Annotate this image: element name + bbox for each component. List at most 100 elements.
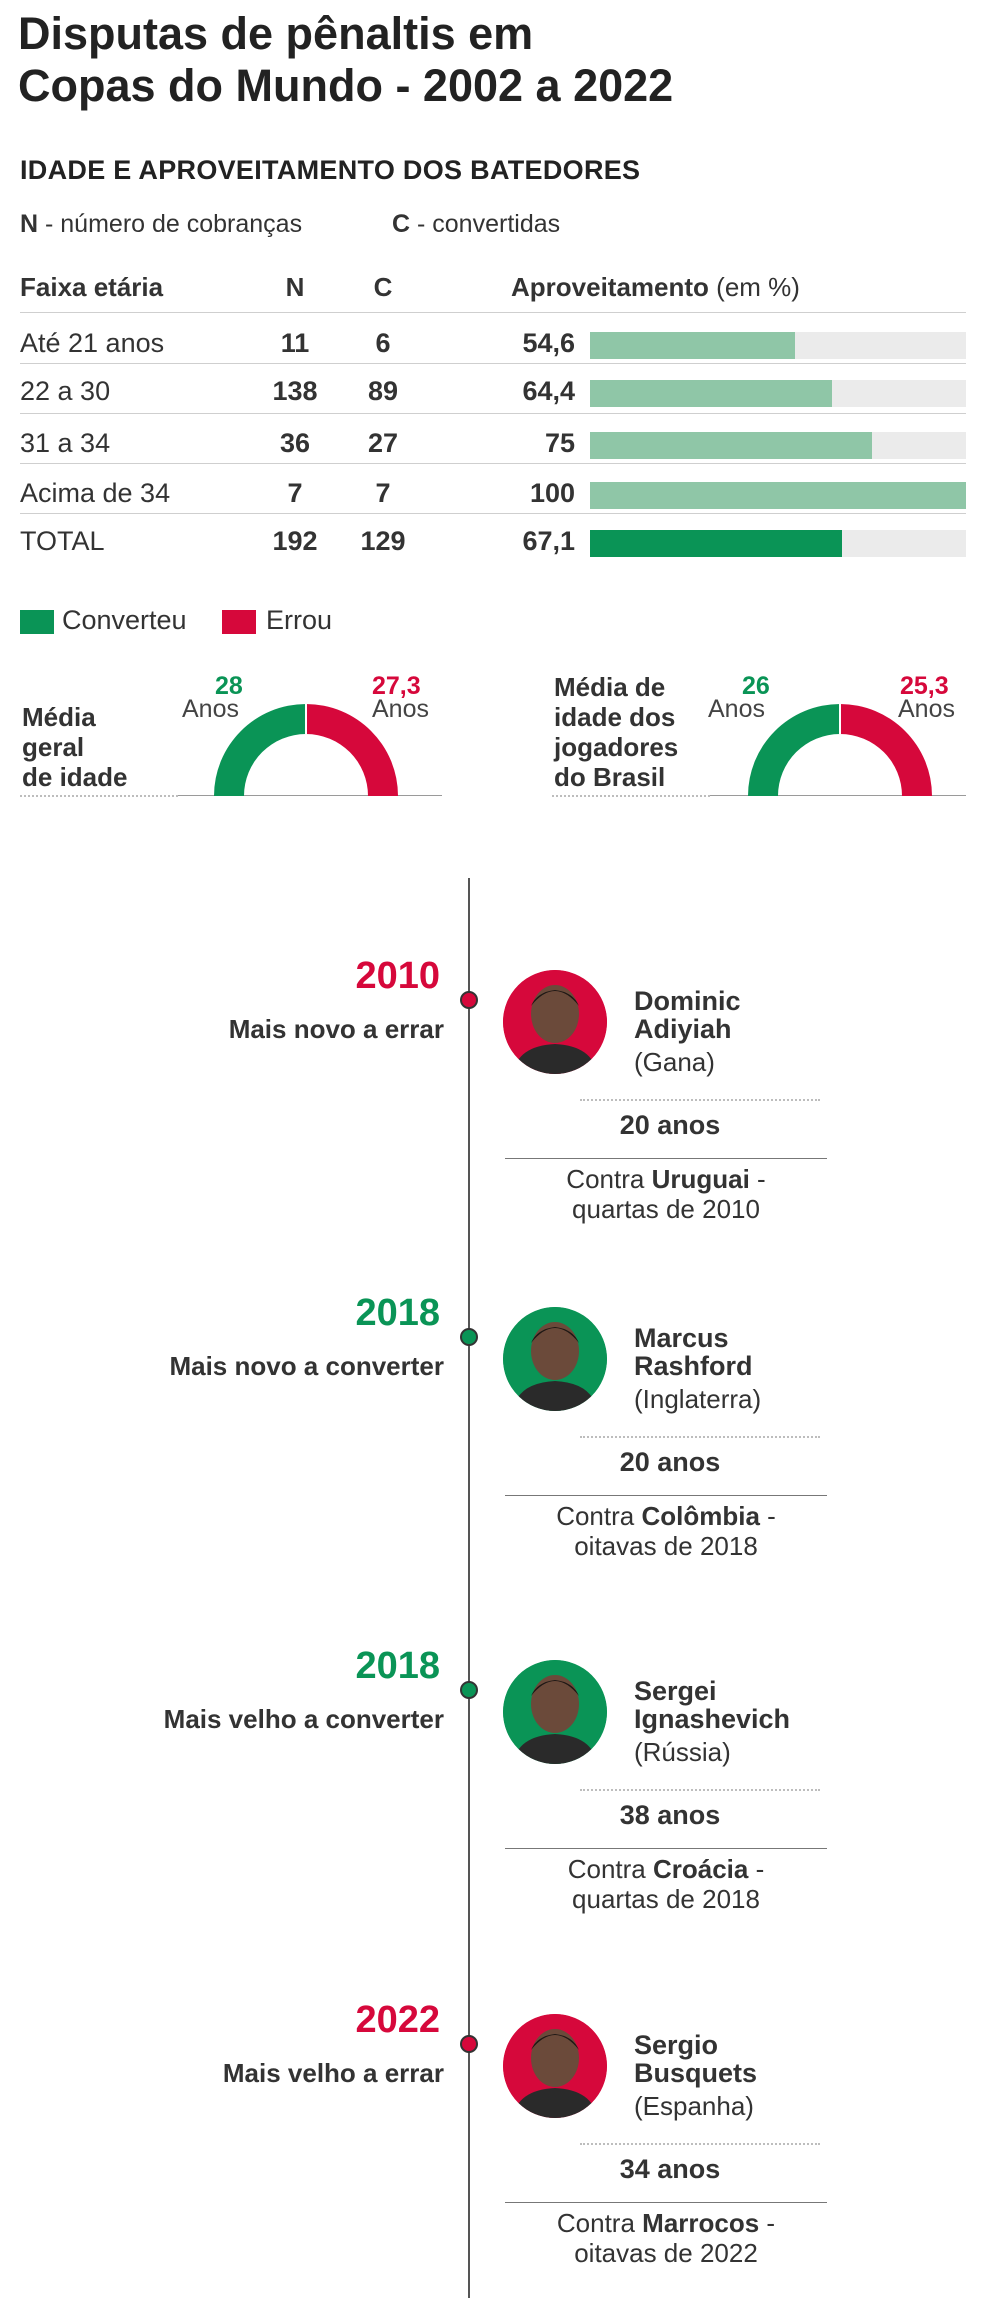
player-country: (Rússia) bbox=[634, 1737, 731, 1767]
legend-c: C - convertidas bbox=[392, 210, 560, 239]
timeline-year: 2022 bbox=[355, 1999, 440, 2041]
timeline-caption: Mais novo a converter bbox=[169, 1351, 444, 1381]
donut-brazil-red-age: 25,3 bbox=[900, 672, 949, 700]
row-n-value: 36 bbox=[279, 428, 311, 458]
match-suffix: - bbox=[759, 1501, 776, 1531]
donut-brazil-label-3: jogadores bbox=[554, 732, 679, 762]
timeline-caption: Mais velho a errar bbox=[222, 2058, 444, 2088]
player-age: 38 anos bbox=[619, 1800, 721, 1830]
legend-swatch-converted bbox=[20, 610, 54, 634]
donut-general-label: Média geral de idade bbox=[22, 702, 127, 792]
donut-brazil-label-2: idade dos bbox=[554, 702, 676, 732]
row-c-value: 6 bbox=[375, 328, 391, 358]
player-name: Dominic Adiyiah bbox=[634, 987, 741, 1043]
donut-general-green-half bbox=[214, 704, 306, 796]
row-c-value: 7 bbox=[375, 478, 391, 508]
timeline-solid-divider bbox=[505, 1495, 827, 1496]
timeline-caption: Mais novo a errar bbox=[228, 1014, 444, 1044]
donut-brazil-green-age: 26 bbox=[742, 672, 770, 700]
player-photo-icon bbox=[503, 1307, 607, 1411]
title-line-1: Disputas de pênaltis em bbox=[18, 8, 534, 59]
row-age-label: TOTAL bbox=[20, 526, 105, 556]
match-stage: quartas de 2018 bbox=[572, 1884, 760, 1914]
timeline-caption: Mais velho a converter bbox=[163, 1704, 444, 1734]
timeline-axis bbox=[468, 878, 470, 2298]
rate-bar-track bbox=[590, 332, 966, 359]
donut-general-green-age: 28 bbox=[215, 672, 243, 700]
row-c-value: 27 bbox=[367, 428, 399, 458]
player-name-last: Adiyiah bbox=[634, 1014, 732, 1044]
row-n-value: 138 bbox=[272, 376, 318, 406]
row-rate-value: 64,4 bbox=[522, 376, 575, 406]
row-age-label: Até 21 anos bbox=[20, 328, 165, 358]
row-age-label: 31 a 34 bbox=[20, 428, 111, 458]
donut-brazil-label-4: do Brasil bbox=[554, 762, 666, 792]
donut-general-label-3: de idade bbox=[22, 762, 128, 792]
player-name: Marcus Rashford bbox=[634, 1324, 753, 1380]
timeline-year: 2018 bbox=[355, 1292, 440, 1334]
donut-general-green-unit: Anos bbox=[182, 695, 239, 723]
legend-c-text: - convertidas bbox=[410, 210, 561, 238]
rate-bar-fill bbox=[590, 432, 872, 459]
timeline-dotted-divider bbox=[580, 1436, 820, 1438]
header-rate-unit: (em %) bbox=[716, 272, 800, 302]
row-rate-value: 54,6 bbox=[522, 328, 575, 358]
row-rate-value: 67,1 bbox=[522, 526, 575, 556]
legend-n-text: - número de cobranças bbox=[38, 210, 303, 238]
row-n-value: 192 bbox=[272, 526, 318, 556]
row-c-value: 129 bbox=[360, 526, 406, 556]
row-n-value: 7 bbox=[287, 478, 303, 508]
timeline-dotted-divider bbox=[580, 1789, 820, 1791]
match-opponent-line: Contra Marrocos - bbox=[506, 2208, 826, 2238]
legend-n: N - número de cobranças bbox=[20, 210, 302, 239]
legend-c-key: C bbox=[392, 210, 411, 238]
player-name-last: Rashford bbox=[634, 1351, 753, 1381]
timeline-dot bbox=[460, 2035, 478, 2053]
rate-bar-track bbox=[590, 380, 966, 407]
match-opponent: Uruguai bbox=[651, 1164, 750, 1194]
player-photo-icon bbox=[503, 970, 607, 1074]
row-n-value: 11 bbox=[280, 328, 310, 358]
donut-brazil-chart bbox=[748, 704, 932, 796]
player-age: 20 anos bbox=[619, 1447, 721, 1477]
player-age: 34 anos bbox=[619, 2154, 721, 2184]
row-rate-value: 75 bbox=[544, 428, 575, 458]
match-stage: oitavas de 2018 bbox=[574, 1531, 758, 1561]
rate-bar-track bbox=[590, 432, 966, 459]
match-info: Contra Croácia - quartas de 2018 bbox=[506, 1854, 826, 1914]
match-suffix: - bbox=[748, 1854, 765, 1884]
title-line-2: Copas do Mundo - 2002 a 2022 bbox=[18, 60, 674, 111]
match-prefix: Contra bbox=[556, 1501, 642, 1531]
donut-general-red-age: 27,3 bbox=[372, 672, 421, 700]
row-rate-value: 100 bbox=[529, 478, 575, 508]
row-age-label: 22 a 30 bbox=[20, 376, 111, 406]
player-name-first: Sergei bbox=[634, 1676, 717, 1706]
donut-general-baseline bbox=[178, 795, 442, 796]
match-prefix: Contra bbox=[566, 1164, 652, 1194]
match-info: Contra Marrocos - oitavas de 2022 bbox=[506, 2208, 826, 2268]
legend-label-converted: Converteu bbox=[62, 605, 187, 635]
player-country: (Gana) bbox=[634, 1047, 715, 1077]
donut-brazil-red-unit: Anos bbox=[898, 695, 955, 723]
timeline-dot bbox=[460, 1681, 478, 1699]
row-c-value: 89 bbox=[367, 376, 399, 406]
match-stage: quartas de 2010 bbox=[572, 1194, 760, 1224]
timeline-dot bbox=[460, 991, 478, 1009]
match-prefix: Contra bbox=[567, 1854, 653, 1884]
header-n: N bbox=[285, 272, 305, 302]
match-opponent: Croácia bbox=[652, 1854, 749, 1884]
table-divider bbox=[20, 363, 966, 364]
player-country: (Espanha) bbox=[634, 2091, 754, 2121]
match-info: Contra Uruguai - quartas de 2010 bbox=[506, 1164, 826, 1224]
donut-general-label-2: geral bbox=[22, 732, 85, 762]
donut-general-dotted-line bbox=[20, 795, 178, 797]
donut-brazil-label-1: Média de bbox=[554, 672, 666, 702]
player-name: Sergio Busquets bbox=[634, 2031, 757, 2087]
player-name: Sergei Ignashevich bbox=[634, 1677, 790, 1733]
timeline-year: 2010 bbox=[355, 955, 440, 997]
donut-general-red-half bbox=[306, 704, 398, 796]
match-prefix: Contra bbox=[556, 2208, 643, 2238]
donut-general-chart bbox=[214, 704, 398, 796]
page-title: Disputas de pênaltis em Copas do Mundo -… bbox=[18, 8, 673, 112]
rate-bar-fill bbox=[590, 530, 843, 557]
